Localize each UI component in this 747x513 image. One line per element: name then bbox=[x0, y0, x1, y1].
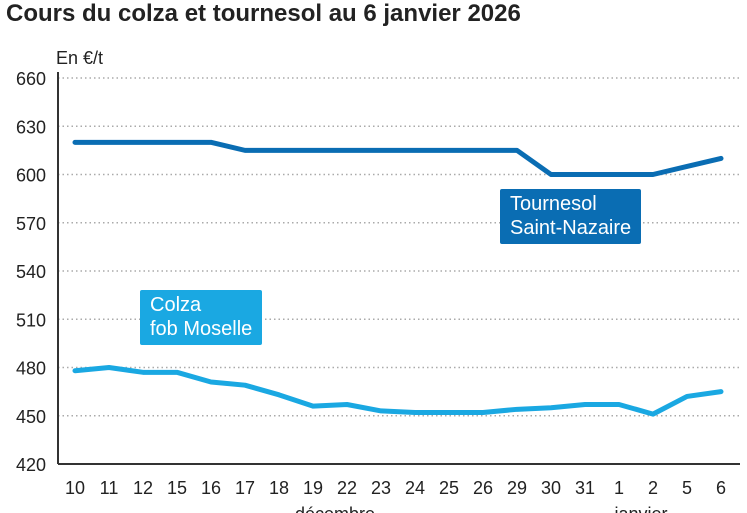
x-tick-label: 17 bbox=[235, 478, 255, 498]
x-tick-label: 5 bbox=[682, 478, 692, 498]
x-tick-label: 15 bbox=[167, 478, 187, 498]
series-line-0 bbox=[72, 139, 724, 177]
y-tick-label: 510 bbox=[16, 310, 46, 330]
series-line-1 bbox=[72, 365, 724, 417]
label-line: Colza bbox=[150, 294, 202, 316]
chart-title: Cours du colza et tournesol au 6 janvier… bbox=[6, 0, 521, 27]
y-axis-label: En €/t bbox=[56, 48, 103, 68]
x-tick-label: 30 bbox=[541, 478, 561, 498]
x-tick-label: 16 bbox=[201, 478, 221, 498]
x-tick-label: 29 bbox=[507, 478, 527, 498]
y-tick-label: 660 bbox=[16, 69, 46, 89]
x-tick-label: 24 bbox=[405, 478, 425, 498]
x-tick-label: 22 bbox=[337, 478, 357, 498]
x-tick-label: 12 bbox=[133, 478, 153, 498]
month-label: décembre bbox=[295, 504, 375, 513]
label-line: fob Moselle bbox=[150, 318, 253, 340]
x-tick-label: 19 bbox=[303, 478, 323, 498]
y-tick-label: 540 bbox=[16, 262, 46, 282]
month-label: janvier bbox=[613, 504, 667, 513]
x-tick-label: 25 bbox=[439, 478, 459, 498]
x-tick-label: 6 bbox=[716, 478, 726, 498]
y-tick-label: 480 bbox=[16, 359, 46, 379]
y-tick-label: 630 bbox=[16, 117, 46, 137]
x-tick-label: 11 bbox=[100, 478, 119, 498]
y-tick-label: 570 bbox=[16, 214, 46, 234]
series-label-colza: Colza fob Moselle bbox=[140, 290, 263, 345]
x-tick-label: 18 bbox=[269, 478, 289, 498]
x-tick-label: 2 bbox=[648, 478, 658, 498]
label-line: Tournesol bbox=[510, 193, 597, 215]
y-tick-label: 420 bbox=[16, 455, 46, 475]
x-tick-label: 31 bbox=[575, 478, 595, 498]
y-tick-label: 600 bbox=[16, 166, 46, 186]
label-line: Saint-Nazaire bbox=[510, 217, 632, 239]
x-tick-label: 10 bbox=[65, 478, 85, 498]
series-label-tournesol: Tournesol Saint-Nazaire bbox=[500, 189, 642, 244]
y-tick-label: 450 bbox=[16, 407, 46, 427]
x-tick-label: 1 bbox=[614, 478, 624, 498]
x-tick-label: 26 bbox=[473, 478, 493, 498]
x-tick-label: 23 bbox=[371, 478, 391, 498]
